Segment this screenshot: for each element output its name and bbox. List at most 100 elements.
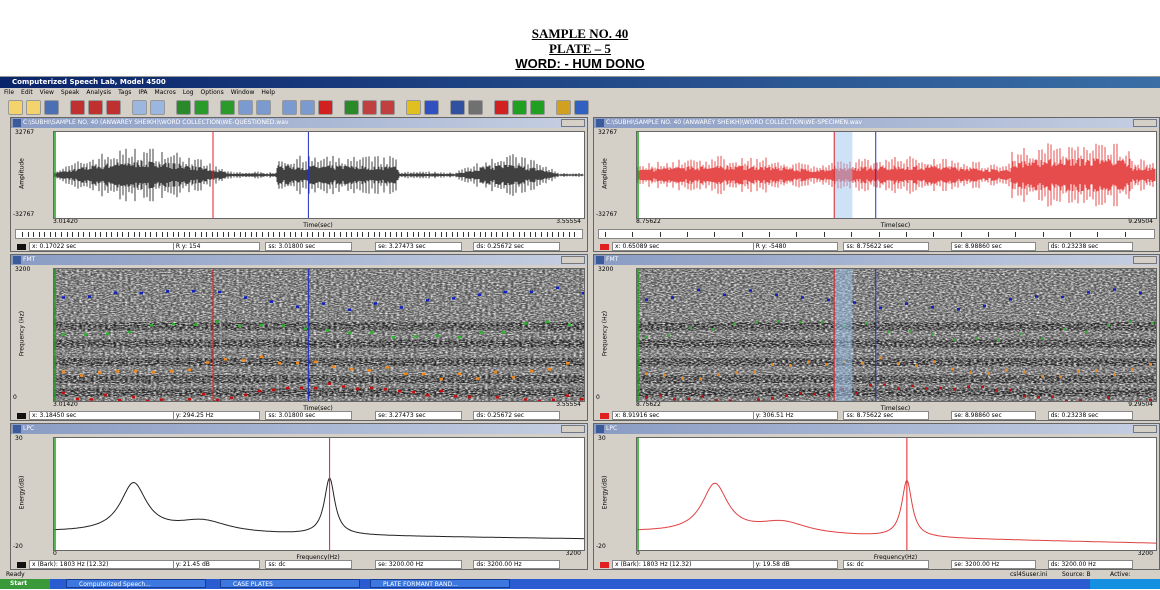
toolbar-button[interactable]: [380, 100, 395, 115]
ruler-tick: [256, 232, 257, 237]
pane-title-bar: FMT: [594, 255, 1159, 265]
menu-item[interactable]: Window: [231, 88, 255, 97]
pane-title-bar: LPC: [11, 424, 587, 434]
formant-dot: [861, 362, 864, 365]
toolbar-button[interactable]: [362, 100, 377, 115]
ruler-tick: [351, 232, 352, 237]
menu-item[interactable]: Speak: [61, 88, 79, 97]
menu-item[interactable]: View: [40, 88, 54, 97]
menu-item[interactable]: File: [4, 88, 14, 97]
menu-item[interactable]: Analysis: [86, 88, 111, 97]
ruler-tick: [558, 232, 559, 237]
formant-dot: [975, 337, 978, 340]
plot: [636, 437, 1157, 551]
toolbar-button[interactable]: [194, 100, 209, 115]
formant-dot: [1041, 337, 1044, 340]
window-controls[interactable]: [561, 425, 585, 433]
ruler-tick: [39, 232, 40, 237]
window-controls[interactable]: [1133, 256, 1157, 264]
toolbar-button[interactable]: [300, 100, 315, 115]
toolbar-button[interactable]: [220, 100, 235, 115]
ruler-tick: [44, 232, 45, 237]
toolbar-button[interactable]: [318, 100, 333, 115]
status-field: y: 21.45 dB: [173, 560, 260, 569]
y-axis-label: Energy(dB): [602, 458, 609, 528]
ruler-tick: [307, 232, 308, 237]
formant-dot: [476, 377, 479, 380]
menu-item[interactable]: IPA: [138, 88, 147, 97]
toolbar-button[interactable]: [282, 100, 297, 115]
formant-dot: [1059, 375, 1062, 378]
taskbar-item[interactable]: PLATE FORMANT BAND...: [370, 579, 510, 588]
toolbar-button[interactable]: [150, 100, 165, 115]
window-controls[interactable]: [1133, 119, 1157, 127]
toolbar-button[interactable]: [512, 100, 527, 115]
y-bottom-label: -20: [13, 543, 23, 550]
formant-dot: [645, 298, 648, 301]
toolbar-button[interactable]: [238, 100, 253, 115]
window-controls[interactable]: [1133, 425, 1157, 433]
toolbar-button[interactable]: [494, 100, 509, 115]
toolbar-button[interactable]: [450, 100, 465, 115]
status-field: x (Bark): 1803 Hz (12.32): [612, 560, 754, 569]
toolbar-button[interactable]: [44, 100, 59, 115]
toolbar-button[interactable]: [132, 100, 147, 115]
toolbar-button[interactable]: [530, 100, 545, 115]
menu-item[interactable]: Log: [183, 88, 194, 97]
toolbar-button[interactable]: [26, 100, 41, 115]
formant-dot: [556, 287, 559, 290]
toolbar-button[interactable]: [70, 100, 85, 115]
formant-dot: [392, 336, 395, 339]
toolbar-button[interactable]: [556, 100, 571, 115]
start-button[interactable]: Start: [0, 579, 50, 589]
formant-dot: [440, 378, 443, 381]
toolbar-button[interactable]: [574, 100, 589, 115]
formant-dot: [206, 361, 209, 364]
toolbar-button[interactable]: [406, 100, 421, 115]
status-field: x: 8.91916 sec: [612, 411, 754, 420]
status-field: ds: 0.25672 sec: [473, 411, 560, 420]
formant-dot: [568, 324, 571, 327]
formant-dot: [1149, 363, 1152, 366]
formant-dot: [530, 370, 533, 373]
formant-dot: [530, 291, 533, 294]
taskbar-item[interactable]: CASE PLATES: [220, 579, 360, 588]
formant-dot: [807, 361, 810, 364]
ruler-tick: [55, 232, 56, 237]
formant-dot: [436, 334, 439, 337]
toolbar-button[interactable]: [256, 100, 271, 115]
menu-item[interactable]: Tags: [118, 88, 131, 97]
y-top-label: 32767: [15, 129, 34, 136]
time-ruler: [15, 229, 583, 239]
toolbar-button[interactable]: [106, 100, 121, 115]
formant-dot: [883, 383, 886, 386]
formant-dot: [1077, 370, 1080, 373]
toolbar-button[interactable]: [468, 100, 483, 115]
formant-dot: [905, 303, 908, 306]
toolbar-button[interactable]: [176, 100, 191, 115]
taskbar-item[interactable]: Computerized Speech...: [66, 579, 206, 588]
ruler-tick: [547, 232, 548, 237]
formant-dot: [370, 387, 373, 390]
menu-item[interactable]: Options: [201, 88, 224, 97]
pane: LPCEnergy(dB)30-2003200Frequency(Hz)x (B…: [593, 423, 1160, 570]
toolbar-button[interactable]: [8, 100, 23, 115]
formant-dot: [1061, 296, 1064, 299]
formant-dot: [711, 328, 714, 331]
formant-dot: [132, 396, 135, 399]
menu-item[interactable]: Help: [261, 88, 275, 97]
formant-dot: [689, 327, 692, 330]
ruler-tick: [240, 232, 241, 237]
window-controls[interactable]: [561, 119, 585, 127]
ruler-tick: [245, 232, 246, 237]
menu-item[interactable]: Macros: [155, 88, 176, 97]
toolbar-button[interactable]: [424, 100, 439, 115]
ruler-tick: [742, 232, 743, 237]
ruler-tick: [660, 232, 661, 237]
toolbar-button[interactable]: [88, 100, 103, 115]
menu-item[interactable]: Edit: [21, 88, 33, 97]
toolbar-button[interactable]: [344, 100, 359, 115]
toolbar: [4, 98, 1154, 117]
window-controls[interactable]: [561, 256, 585, 264]
status-field: ds: 0.25672 sec: [473, 242, 560, 251]
